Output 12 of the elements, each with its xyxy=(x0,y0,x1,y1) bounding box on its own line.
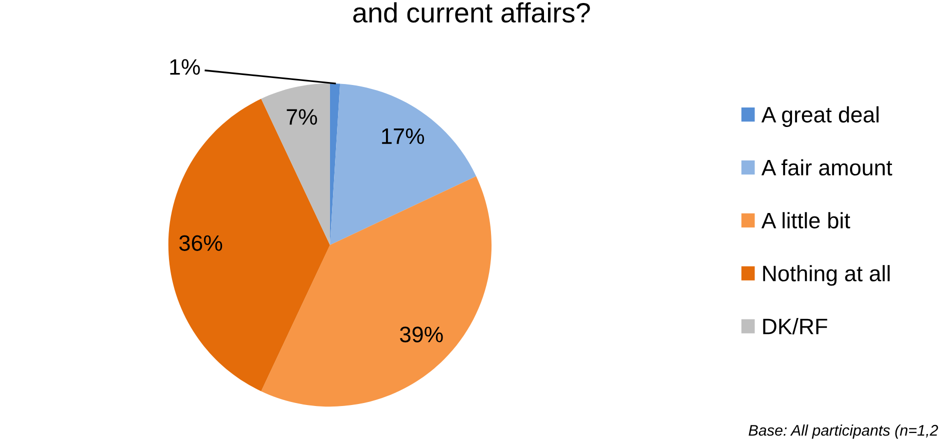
legend-label: A little bit xyxy=(761,212,850,228)
legend-label: Nothing at all xyxy=(763,265,890,286)
data-label: 7% xyxy=(286,109,318,125)
text: Base: All participants (n=1,2 xyxy=(748,424,938,439)
legend-label: A great deal xyxy=(761,106,879,127)
chart-title: and current affairs? xyxy=(353,2,590,23)
data-label: 17% xyxy=(382,128,424,144)
data-label: 1% xyxy=(170,59,200,75)
legend-label: DK/RF xyxy=(763,318,828,334)
legend-label: A fair amount xyxy=(761,159,892,176)
data-label: 39% xyxy=(400,326,443,342)
data-label: 36% xyxy=(179,235,222,251)
